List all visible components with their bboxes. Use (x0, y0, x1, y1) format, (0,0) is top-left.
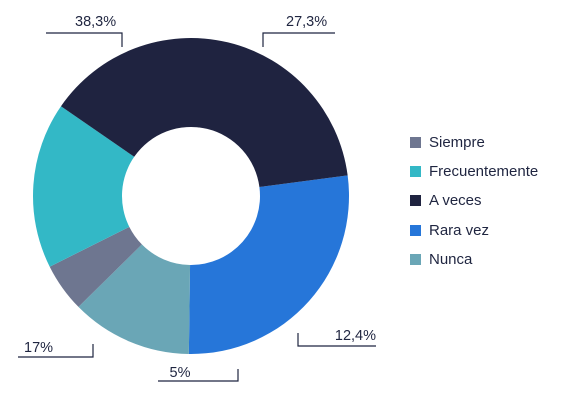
slice-nunca (78, 244, 191, 354)
legend: Siempre Frecuentemente A veces Rara vez Nunc… (410, 128, 538, 274)
slice-a-veces (60, 37, 348, 187)
legend-label: Siempre (429, 134, 485, 152)
legend-item-a-veces: A veces (410, 186, 538, 215)
slice-frecuentemente (32, 106, 135, 267)
legend-swatch (410, 166, 421, 178)
percent-label-a-veces: 38,3% (75, 14, 116, 30)
legend-item-frecuentemente: Frecuentemente (410, 157, 538, 186)
legend-swatch (410, 224, 421, 236)
percent-label-rara-vez: 27,3% (286, 14, 327, 30)
legend-item-siempre: Siempre (410, 128, 538, 157)
percent-label-nunca: 12,4% (335, 328, 376, 344)
legend-item-rara-vez: Rara vez (410, 216, 538, 245)
percent-label-siempre: 5% (170, 365, 191, 381)
leader-line-a-veces (46, 32, 123, 47)
legend-label: Nunca (429, 250, 473, 268)
leader-line-siempre (158, 369, 239, 382)
legend-swatch (410, 195, 421, 207)
legend-label: Frecuentemente (429, 163, 539, 181)
percent-labels: 27,3% 12,4% 5% 17% 38,3% (24, 14, 376, 381)
legend-swatch (410, 137, 421, 149)
legend-item-nunca: Nunca (410, 245, 538, 274)
leader-line-frecuentemente (18, 344, 94, 358)
legend-swatch (410, 253, 421, 265)
slice-rara-vez (188, 175, 349, 354)
donut-slices (32, 37, 349, 354)
leader-line-nunca (297, 333, 376, 347)
leader-lines (18, 32, 376, 382)
legend-label: A veces (429, 192, 482, 210)
slice-siempre (49, 226, 142, 307)
legend-label: Rara vez (429, 221, 490, 239)
percent-label-frecuentemente: 17% (24, 340, 53, 356)
leader-line-rara-vez (262, 32, 335, 47)
